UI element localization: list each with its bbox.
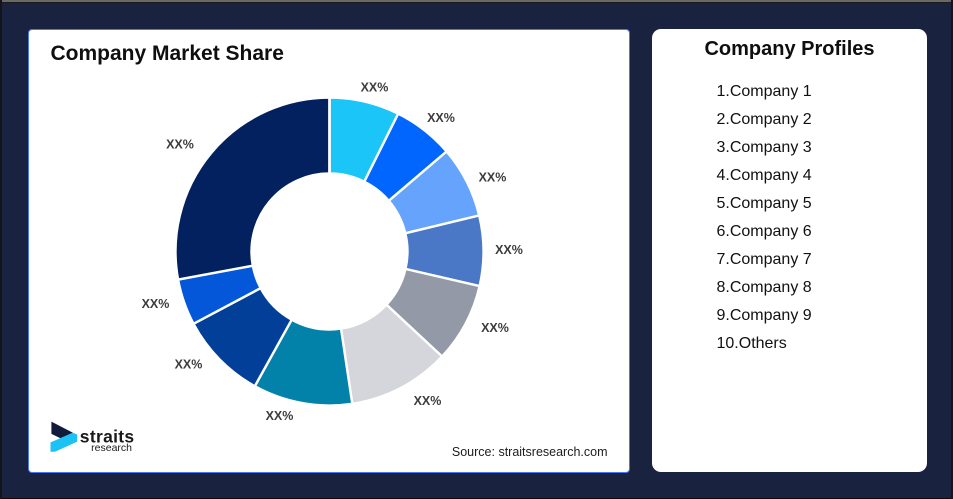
svg-text:XX%: XX% xyxy=(141,297,169,311)
svg-text:XX%: XX% xyxy=(413,394,441,408)
svg-text:straits: straits xyxy=(79,426,134,446)
svg-text:research: research xyxy=(91,442,132,454)
svg-text:XX%: XX% xyxy=(495,243,523,257)
svg-text:XX%: XX% xyxy=(481,321,509,335)
svg-text:XX%: XX% xyxy=(360,80,388,94)
svg-text:XX%: XX% xyxy=(427,111,455,125)
svg-text:XX%: XX% xyxy=(166,137,194,151)
svg-text:XX%: XX% xyxy=(174,357,202,371)
svg-text:XX%: XX% xyxy=(265,409,293,423)
svg-text:XX%: XX% xyxy=(478,170,506,184)
